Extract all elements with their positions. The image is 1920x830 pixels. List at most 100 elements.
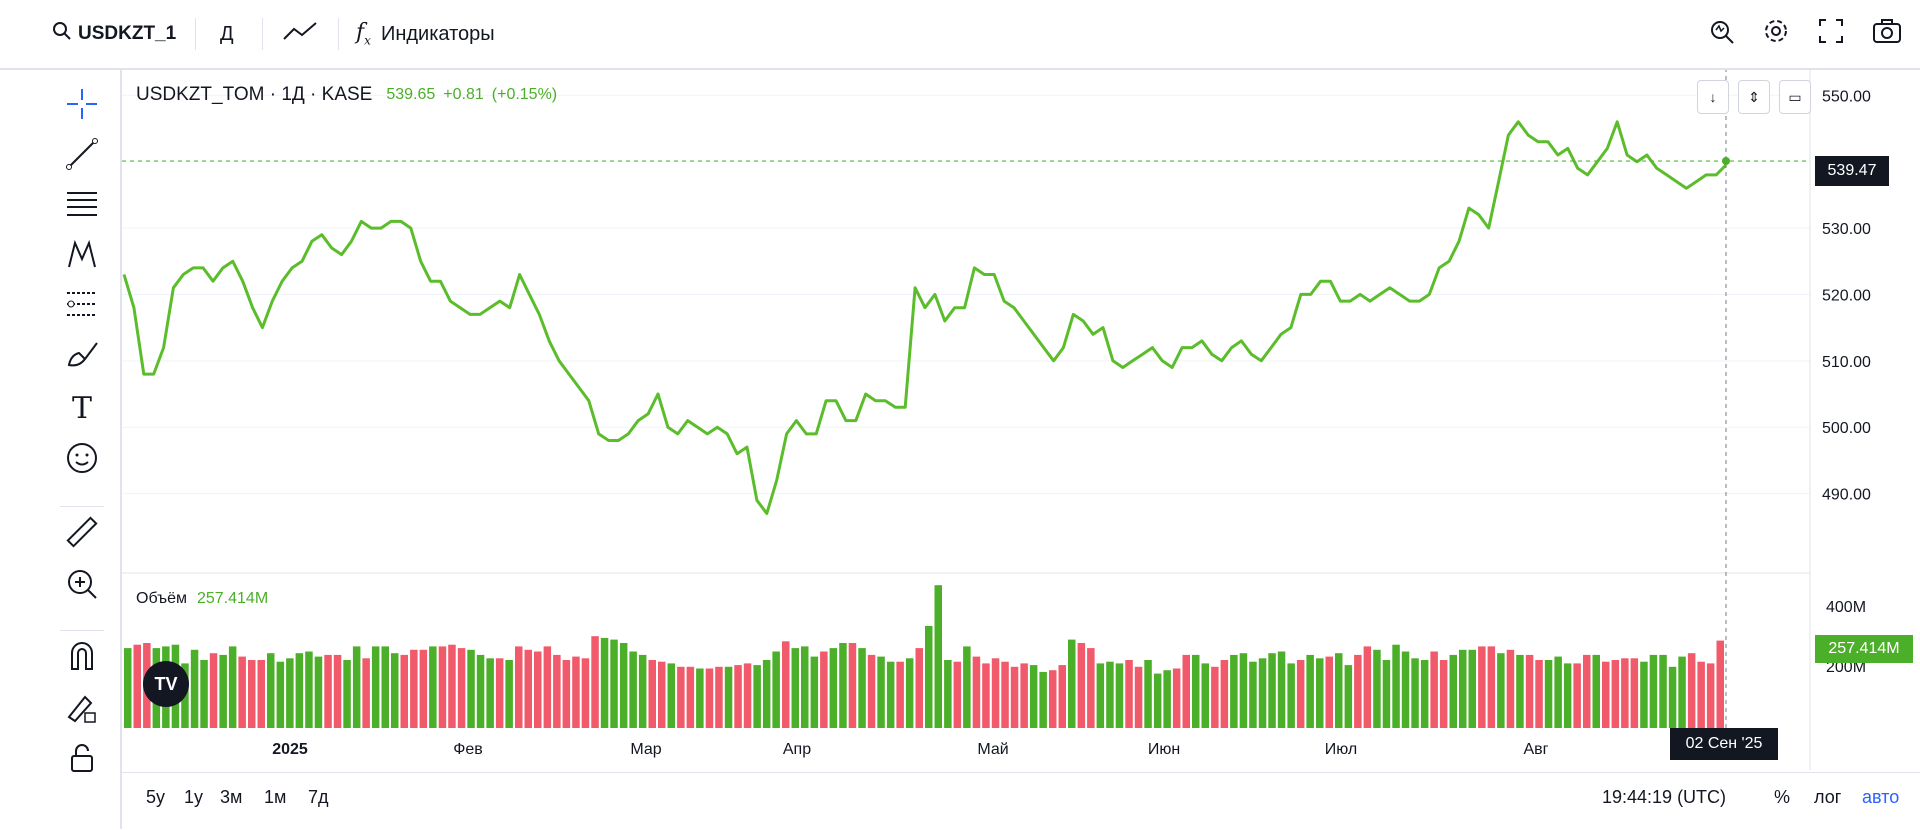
volume-bar (1392, 644, 1400, 728)
volume-bar (1172, 668, 1181, 728)
tradingview-logo[interactable]: TV (143, 661, 189, 707)
volume-bar (1287, 663, 1295, 728)
x-tick-label: Мар (630, 741, 661, 758)
volume-tick-label: 200M (1826, 659, 1866, 676)
volume-bar (1335, 653, 1343, 728)
volume-bar (1478, 646, 1486, 728)
volume-bar (801, 646, 809, 728)
x-tick-label: Май (977, 741, 1008, 758)
range-1m[interactable]: 1м (264, 787, 287, 807)
volume-bar (410, 649, 418, 728)
volume-bar (1001, 661, 1009, 728)
fib-tool[interactable] (58, 186, 106, 226)
volume-bar (972, 656, 981, 728)
volume-bar (953, 661, 962, 728)
trend-line-tool[interactable] (58, 136, 106, 176)
volume-bar (209, 653, 218, 728)
collapse-button[interactable]: ⇕ (1738, 80, 1770, 114)
volume-bar (419, 649, 428, 728)
volume-bar (1125, 660, 1133, 728)
range-1y[interactable]: 1y (184, 787, 204, 807)
volume-bar (658, 661, 666, 728)
volume-bar (1668, 666, 1677, 728)
chart-type-button[interactable] (282, 0, 318, 68)
magnet-icon (65, 639, 99, 678)
ruler-tool[interactable] (58, 514, 106, 554)
volume-bar (562, 660, 571, 728)
x-tick-label: 2025 (272, 741, 308, 758)
y-tick-label: 530.00 (1822, 221, 1871, 238)
volume-bar (200, 660, 208, 728)
forecast-tool[interactable] (58, 286, 106, 326)
volume-bar (257, 660, 265, 728)
range-5y[interactable]: 5y (146, 787, 166, 807)
volume-bar (1134, 666, 1143, 728)
volume-bar (1401, 651, 1410, 728)
price-line (122, 120, 1728, 515)
volume-bar (400, 654, 408, 728)
lock-tool[interactable] (58, 740, 106, 780)
text-tool[interactable]: T (58, 388, 106, 428)
volume-bar (724, 666, 733, 728)
y-tick-label: 500.00 (1822, 420, 1871, 437)
volume-bar (1382, 660, 1391, 728)
percent-toggle[interactable]: % (1774, 787, 1791, 807)
volume-bar (133, 644, 141, 728)
volume-bar (1525, 654, 1534, 728)
volume-bar (1506, 649, 1515, 728)
volume-bar (391, 653, 399, 728)
volume-bar (963, 646, 971, 728)
volume-bar (886, 661, 895, 728)
volume-bar (1211, 666, 1219, 728)
volume-bar (1602, 661, 1610, 728)
pattern-tool[interactable] (58, 236, 106, 276)
magnet-tool[interactable] (58, 638, 106, 678)
clock[interactable]: 19:44:19 (UTC) (1602, 787, 1727, 807)
volume-bar (677, 666, 685, 728)
volume-bar (581, 658, 590, 728)
camera-icon (1872, 18, 1902, 50)
fullscreen-icon (1818, 18, 1844, 50)
settings-button[interactable] (1762, 0, 1790, 68)
volume-bar (1363, 646, 1372, 728)
lock-drawings-tool[interactable] (58, 690, 106, 730)
brush-tool[interactable] (58, 336, 106, 376)
alert-button[interactable] (1708, 0, 1736, 68)
zoom-in-tool[interactable] (58, 566, 106, 606)
volume-bar (829, 648, 838, 728)
indicators-button[interactable]: fx Индикаторы (356, 0, 495, 68)
volume-bar (495, 658, 504, 728)
volume-bar (791, 648, 799, 728)
snapshot-button[interactable] (1872, 0, 1902, 68)
log-toggle[interactable]: лог (1814, 787, 1842, 807)
bottom-toolbar: 5y 1y 3м 1м 7д 19:44:19 (UTC) % лог авто (122, 772, 1920, 830)
volume-bar (333, 654, 342, 728)
volume-bar (190, 649, 199, 728)
volume-bar (772, 651, 780, 728)
crosshair-icon (65, 87, 99, 126)
emoji-tool[interactable] (58, 440, 106, 480)
volume-bar (276, 661, 285, 728)
crosshair-date-badge: 02 Сен '25 (1670, 728, 1778, 760)
volume-bar (1678, 656, 1686, 728)
symbol-search[interactable]: USDKZT_1 (52, 0, 176, 68)
interval-button[interactable]: Д (220, 0, 234, 68)
range-7d[interactable]: 7д (308, 787, 329, 807)
volume-bar (1430, 651, 1438, 728)
search-icon (52, 21, 72, 47)
volume-bar (1249, 661, 1257, 728)
range-3m[interactable]: 3м (220, 787, 243, 807)
volume-bar (1115, 663, 1124, 728)
volume-bar (543, 646, 552, 728)
crosshair-tool[interactable] (58, 86, 106, 126)
maximize-pane-button[interactable]: ▭ (1779, 80, 1811, 114)
volume-bar (858, 648, 866, 728)
fullscreen-button[interactable] (1818, 0, 1844, 68)
volume-bar (1058, 665, 1066, 728)
volume-bar (1268, 653, 1276, 728)
volume-bar (228, 646, 237, 728)
volume-bar (1096, 663, 1105, 728)
scroll-down-button[interactable]: ↓ (1697, 80, 1729, 114)
auto-toggle[interactable]: авто (1862, 787, 1900, 807)
